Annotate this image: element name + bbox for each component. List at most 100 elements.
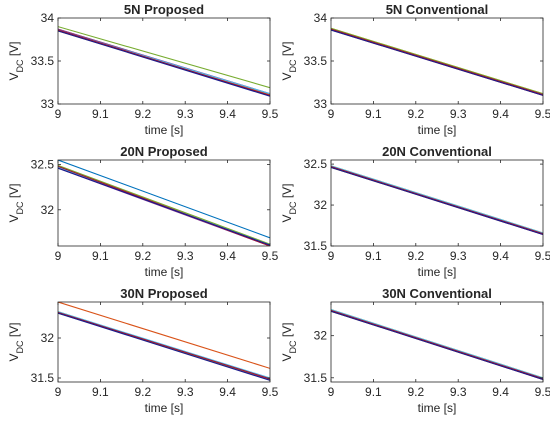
x-tick-label: 9.5 [535, 385, 550, 399]
y-tick-label: 34 [314, 11, 328, 25]
series-line [331, 27, 543, 95]
x-tick-label: 9.4 [492, 249, 509, 263]
x-tick-label: 9.5 [262, 107, 279, 121]
series-line [58, 30, 270, 97]
series-line [58, 29, 270, 96]
x-tick-label: 9.3 [450, 249, 467, 263]
chart-panel: 9 9.1 9.2 9.3 9.4 9.5 31.5 32 32.5 20N Convention… [280, 144, 550, 279]
axes-box [330, 301, 544, 383]
x-tick-label: 9.3 [177, 107, 194, 121]
x-tick-label: 9 [55, 107, 62, 121]
x-tick-label: 9 [328, 107, 335, 121]
chart-panel: 9 9.1 9.2 9.3 9.4 9.5 31.5 32 30N Conventional ti… [280, 286, 550, 415]
x-axis-label: time [s] [418, 265, 457, 279]
x-axis-label: time [s] [145, 265, 184, 279]
y-axis-label: VDC [V] [280, 183, 298, 222]
series-line [331, 29, 543, 96]
axes-box [57, 159, 271, 247]
series-group [331, 165, 543, 236]
y-tick-label: 31.5 [304, 371, 328, 385]
chart-title: 20N Conventional [382, 144, 492, 159]
y-axis-label: VDC [V] [7, 41, 25, 80]
series-line [331, 28, 543, 96]
series-group [331, 309, 543, 380]
x-axis-label: time [s] [145, 401, 184, 415]
y-tick-label: 32 [314, 329, 328, 343]
chart-panel: 9 9.1 9.2 9.3 9.4 9.5 31.5 32 30N Proposed time [… [7, 286, 279, 415]
y-tick-label: 32 [314, 198, 328, 212]
series-group [58, 302, 270, 381]
x-tick-label: 9.5 [262, 249, 279, 263]
series-line [331, 166, 543, 236]
x-tick-label: 9.2 [134, 107, 151, 121]
series-line [58, 311, 270, 379]
series-line [331, 309, 543, 380]
axes-box [57, 301, 271, 383]
chart-panel: 9 9.1 9.2 9.3 9.4 9.5 33 33.5 34 5N Proposed time … [7, 2, 279, 137]
y-axis-label: VDC [V] [7, 183, 25, 222]
y-tick-label: 31.5 [304, 239, 328, 253]
series-line [58, 302, 270, 369]
series-line [331, 310, 543, 380]
x-tick-label: 9.1 [92, 385, 109, 399]
x-tick-label: 9.2 [134, 385, 151, 399]
axes-box [330, 159, 544, 247]
series-group [331, 27, 543, 96]
x-axis-label: time [s] [418, 123, 457, 137]
series-line [58, 26, 270, 89]
x-tick-label: 9 [328, 249, 335, 263]
x-tick-label: 9.3 [177, 249, 194, 263]
x-tick-label: 9.4 [219, 107, 236, 121]
x-tick-label: 9.2 [407, 249, 424, 263]
chart-title: 5N Conventional [386, 2, 489, 17]
y-tick-label: 33.5 [304, 54, 328, 68]
x-tick-label: 9.4 [492, 107, 509, 121]
x-tick-label: 9.1 [365, 385, 382, 399]
x-tick-label: 9.2 [407, 385, 424, 399]
series-line [331, 166, 543, 235]
chart-title: 30N Proposed [120, 286, 207, 301]
x-tick-label: 9.5 [262, 385, 279, 399]
x-tick-label: 9.1 [92, 107, 109, 121]
chart-panel: 9 9.1 9.2 9.3 9.4 9.5 32 32.5 20N Proposed time [… [7, 144, 279, 279]
series-line [331, 165, 543, 234]
series-line [58, 160, 270, 239]
y-tick-label: 32 [41, 203, 55, 217]
series-line [58, 164, 270, 245]
x-tick-label: 9.5 [535, 107, 550, 121]
x-tick-label: 9 [55, 249, 62, 263]
x-tick-label: 9.4 [492, 385, 509, 399]
x-tick-label: 9.1 [365, 249, 382, 263]
y-tick-label: 34 [41, 11, 55, 25]
y-tick-label: 32 [41, 331, 55, 345]
y-axis-label: VDC [V] [280, 322, 298, 361]
chart-title: 20N Proposed [120, 144, 207, 159]
x-axis-label: time [s] [145, 123, 184, 137]
x-axis-label: time [s] [418, 401, 457, 415]
x-tick-label: 9 [328, 385, 335, 399]
y-axis-label: VDC [V] [280, 41, 298, 80]
series-group [58, 160, 270, 246]
y-tick-label: 31.5 [31, 371, 55, 385]
x-tick-label: 9.1 [365, 107, 382, 121]
x-tick-label: 9.5 [535, 249, 550, 263]
x-tick-label: 9.2 [407, 107, 424, 121]
x-tick-label: 9 [55, 385, 62, 399]
chart-title: 5N Proposed [124, 2, 204, 17]
series-group [58, 26, 270, 97]
x-tick-label: 9.1 [92, 249, 109, 263]
x-tick-label: 9.4 [219, 385, 236, 399]
series-line [58, 311, 270, 380]
x-tick-label: 9.3 [450, 385, 467, 399]
y-tick-label: 33.5 [31, 54, 55, 68]
y-tick-label: 32.5 [31, 158, 55, 172]
chart-title: 30N Conventional [382, 286, 492, 301]
series-line [331, 309, 543, 379]
y-tick-label: 32.5 [304, 157, 328, 171]
chart-panel: 9 9.1 9.2 9.3 9.4 9.5 33 33.5 34 5N Conventional t… [280, 2, 550, 137]
x-tick-label: 9.3 [450, 107, 467, 121]
series-line [58, 312, 270, 381]
y-tick-label: 33 [41, 97, 55, 111]
y-tick-label: 33 [314, 97, 328, 111]
